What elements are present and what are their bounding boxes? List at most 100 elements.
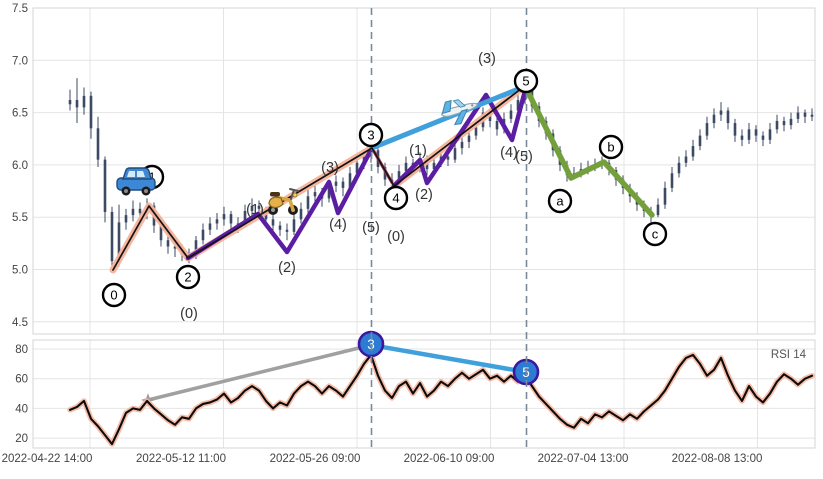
rsi-gray-trendline bbox=[146, 343, 373, 402]
candle bbox=[271, 215, 275, 232]
candle bbox=[278, 221, 282, 237]
svg-text:c: c bbox=[652, 227, 659, 242]
candle bbox=[761, 131, 765, 147]
purple-subwave-1 bbox=[185, 145, 375, 261]
paren-wave-label: (2) bbox=[278, 260, 296, 276]
circled-wave-label-b: b bbox=[598, 134, 624, 160]
paren-wave-label: (0) bbox=[387, 229, 405, 245]
price-axis-tick: 4.5 bbox=[12, 317, 28, 329]
paren-wave-label: (4) bbox=[500, 145, 518, 161]
paren-wave-label: (3) bbox=[321, 160, 339, 176]
candle bbox=[495, 116, 499, 136]
candle bbox=[740, 129, 744, 147]
candle bbox=[670, 166, 674, 193]
candle bbox=[684, 150, 688, 167]
x-axis-tick: 2022-08-08 13:00 bbox=[672, 453, 763, 465]
candle bbox=[747, 123, 751, 144]
circled-wave-label-5: 5 bbox=[513, 68, 539, 94]
candle bbox=[285, 223, 289, 241]
candle bbox=[663, 181, 667, 209]
scooter-emoji-icon bbox=[268, 188, 299, 215]
candle bbox=[754, 125, 758, 142]
candle bbox=[124, 208, 128, 230]
svg-text:4: 4 bbox=[392, 191, 399, 206]
price-axis-tick: 6.5 bbox=[12, 108, 28, 120]
airplane-emoji-icon bbox=[440, 99, 478, 126]
candle bbox=[306, 190, 310, 214]
circled-wave-label-a: a bbox=[547, 188, 573, 214]
rsi-axis-tick: 20 bbox=[15, 433, 28, 445]
svg-text:a: a bbox=[556, 194, 564, 209]
car-emoji-icon bbox=[116, 167, 156, 196]
paren-wave-label: (2) bbox=[415, 187, 433, 203]
candle bbox=[691, 139, 695, 161]
candle bbox=[103, 156, 107, 223]
circled-wave-label-3: 3 bbox=[358, 122, 384, 148]
paren-wave-label: (5) bbox=[362, 220, 380, 236]
candle bbox=[89, 91, 93, 139]
candle bbox=[460, 135, 464, 155]
circled-wave-label-4: 4 bbox=[383, 185, 409, 211]
paren-wave-label: (3) bbox=[478, 51, 496, 67]
emoji-markers-layer bbox=[116, 99, 478, 215]
rsi-axis-tick: 80 bbox=[15, 344, 28, 356]
x-axis-tick: 2022-05-26 09:00 bbox=[270, 453, 361, 465]
blue-trend-line bbox=[369, 83, 529, 151]
svg-text:1: 1 bbox=[148, 170, 155, 185]
candle bbox=[292, 213, 296, 235]
x-axis-tick: 2022-06-10 09:00 bbox=[404, 453, 495, 465]
candle bbox=[656, 198, 660, 218]
paren-wave-label: (5) bbox=[515, 149, 533, 165]
candle bbox=[334, 175, 338, 193]
paren-wave-label: (1) bbox=[409, 143, 427, 159]
x-axis-tick: 2022-07-04 13:00 bbox=[538, 453, 629, 465]
candle bbox=[299, 202, 303, 224]
candle bbox=[789, 112, 793, 130]
circled-wave-label-0: 0 bbox=[101, 282, 127, 308]
candle bbox=[768, 123, 772, 144]
candle bbox=[215, 213, 219, 230]
paren-wave-label: (0) bbox=[180, 306, 198, 322]
candle bbox=[250, 198, 254, 218]
candle bbox=[677, 156, 681, 178]
svg-text:3: 3 bbox=[367, 128, 374, 143]
x-axis-tick: 2022-04-22 14:00 bbox=[2, 453, 93, 465]
svg-text:0: 0 bbox=[110, 288, 117, 303]
candle bbox=[803, 109, 807, 124]
x-axis-tick: 2022-05-12 11:00 bbox=[136, 453, 226, 465]
price-axis-tick: 6.0 bbox=[12, 160, 28, 172]
rsi-axis-tick: 40 bbox=[15, 403, 28, 415]
gridlines bbox=[32, 7, 816, 449]
rsi-axis-tick: 60 bbox=[15, 374, 28, 386]
circled-wave-label-2: 2 bbox=[175, 264, 201, 290]
rsi-blue-segment bbox=[368, 342, 529, 375]
svg-text:2: 2 bbox=[184, 270, 191, 285]
candle bbox=[110, 206, 114, 268]
candle bbox=[775, 114, 779, 134]
candle bbox=[131, 200, 135, 222]
axis-labels: 7.57.06.56.05.55.04.5806040202022-04-22 … bbox=[2, 3, 763, 465]
paren-wave-label: (1) bbox=[246, 202, 264, 218]
candle bbox=[201, 223, 205, 245]
wave-overlays-layer bbox=[109, 81, 655, 274]
candle bbox=[222, 206, 226, 226]
candle bbox=[341, 177, 345, 197]
candle bbox=[782, 116, 786, 132]
paren-wave-label: (4) bbox=[329, 217, 347, 233]
candle bbox=[796, 106, 800, 124]
price-axis-tick: 7.5 bbox=[12, 3, 28, 15]
candle bbox=[698, 129, 702, 151]
svg-text:b: b bbox=[607, 140, 614, 155]
svg-text:5: 5 bbox=[522, 74, 529, 89]
green-abc-line bbox=[524, 87, 655, 218]
candle bbox=[68, 89, 72, 111]
candle bbox=[810, 108, 814, 121]
rsi-line bbox=[68, 353, 814, 446]
candle bbox=[82, 87, 86, 115]
rsi-period-label: RSI 14 bbox=[771, 349, 807, 361]
circled-wave-label-c: c bbox=[642, 221, 668, 247]
candle bbox=[96, 116, 100, 167]
price-axis-tick: 5.0 bbox=[12, 265, 28, 277]
